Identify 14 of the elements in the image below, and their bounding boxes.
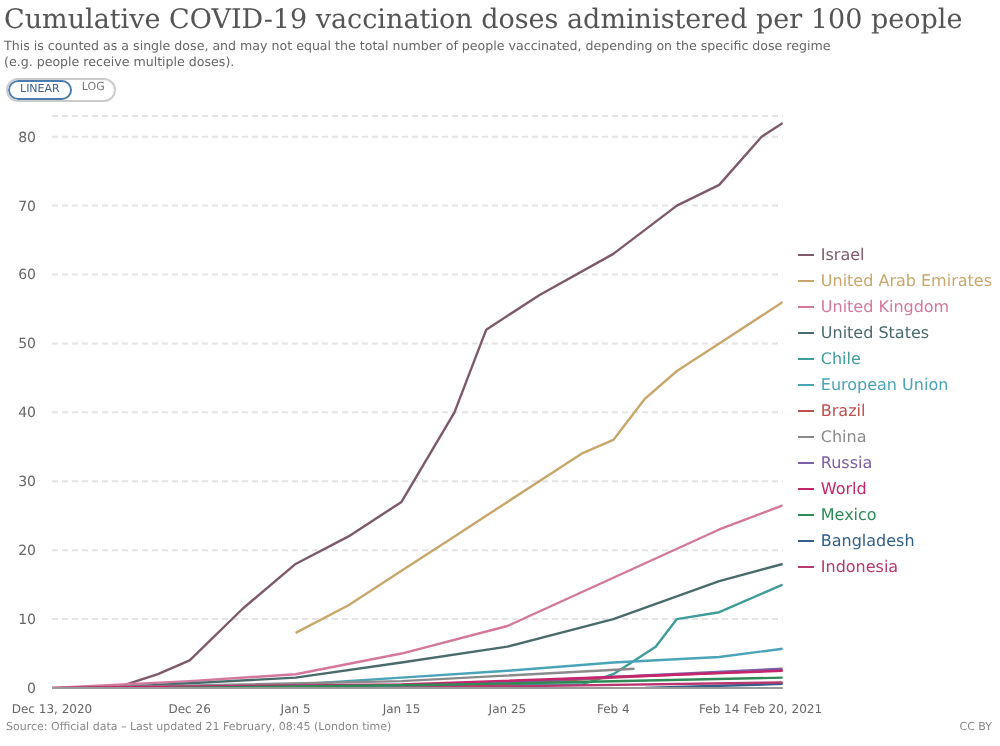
legend-label: Bangladesh — [818, 529, 917, 553]
legend-label: United Kingdom — [818, 295, 952, 319]
legend-label: China — [818, 425, 869, 449]
legend-label: Brazil — [818, 399, 868, 423]
legend-label: European Union — [818, 373, 951, 397]
legend-label: Israel — [818, 243, 867, 267]
legend-label: United States — [818, 321, 932, 345]
legend-label: Mexico — [818, 503, 879, 527]
legend-label: Chile — [818, 347, 863, 371]
legend-label: Russia — [818, 451, 875, 475]
chart-title: Cumulative COVID-19 vaccination doses administered per 100 people — [4, 4, 963, 36]
legend-label: United Arab Emirates — [818, 269, 992, 293]
legend-label: Indonesia — [818, 555, 901, 579]
legend-label: World — [818, 477, 869, 501]
